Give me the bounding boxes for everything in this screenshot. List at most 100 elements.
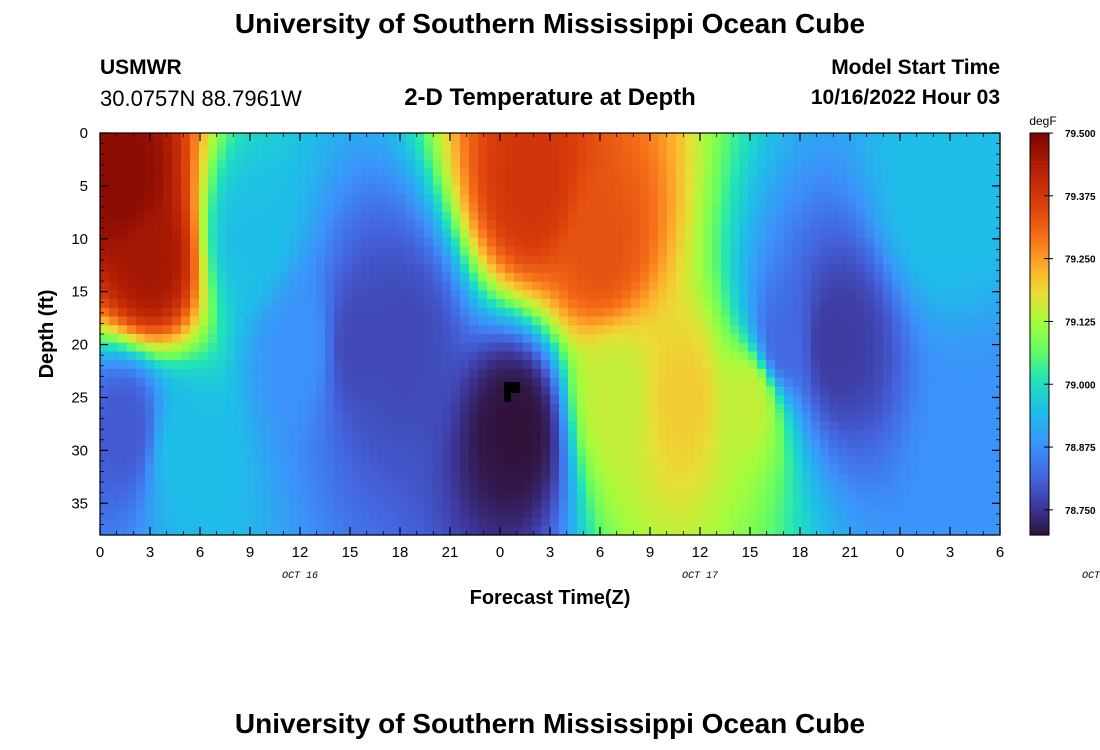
heatmap-cell bbox=[622, 473, 632, 484]
heatmap-cell bbox=[451, 482, 461, 492]
heatmap-cell bbox=[739, 150, 749, 160]
heatmap-cell bbox=[658, 194, 668, 204]
heatmap-cell bbox=[118, 482, 128, 492]
heatmap-cell bbox=[793, 500, 803, 510]
heatmap-cell bbox=[280, 185, 290, 195]
heatmap-cell bbox=[235, 368, 245, 379]
heatmap-cell bbox=[874, 526, 884, 536]
heatmap-cell bbox=[856, 167, 866, 178]
heatmap-cell bbox=[586, 133, 596, 143]
heatmap-cell bbox=[568, 526, 578, 536]
heatmap-cell bbox=[118, 133, 128, 143]
heatmap-cell bbox=[793, 202, 803, 213]
heatmap-cell bbox=[172, 482, 182, 492]
heatmap-cell bbox=[685, 141, 695, 152]
heatmap-cell bbox=[595, 465, 605, 475]
heatmap-cell bbox=[640, 526, 650, 536]
heatmap-cell bbox=[118, 360, 128, 370]
heatmap-cell bbox=[190, 176, 200, 187]
heatmap-cell bbox=[406, 403, 416, 414]
heatmap-cell bbox=[352, 334, 362, 344]
heatmap-cell bbox=[253, 229, 263, 239]
heatmap-cell bbox=[253, 246, 263, 256]
heatmap-cell bbox=[829, 368, 839, 379]
heatmap-cell bbox=[964, 237, 974, 248]
heatmap-cell bbox=[640, 386, 650, 396]
heatmap-cell bbox=[901, 491, 911, 501]
heatmap-cell bbox=[523, 526, 533, 536]
heatmap-cell bbox=[820, 167, 830, 178]
heatmap-cell bbox=[388, 264, 398, 274]
heatmap-cell bbox=[271, 456, 281, 466]
heatmap-cell bbox=[199, 237, 209, 248]
heatmap-cell bbox=[937, 264, 947, 274]
heatmap-cell bbox=[919, 176, 929, 187]
heatmap-cell bbox=[325, 229, 335, 239]
heatmap-cell bbox=[775, 290, 785, 300]
heatmap-cell bbox=[613, 465, 623, 475]
heatmap-cell bbox=[604, 272, 614, 283]
heatmap-cell bbox=[955, 237, 965, 248]
colorbar-band bbox=[1030, 249, 1049, 255]
heatmap-cell bbox=[658, 482, 668, 492]
heatmap-cell bbox=[217, 325, 227, 335]
heatmap-cell bbox=[955, 290, 965, 300]
heatmap-cell bbox=[991, 237, 1001, 248]
heatmap-cell bbox=[712, 473, 722, 484]
heatmap-cell bbox=[901, 316, 911, 326]
heatmap-cell bbox=[118, 167, 128, 178]
heatmap-cell bbox=[676, 395, 686, 405]
heatmap-cell bbox=[172, 438, 182, 449]
heatmap-cell bbox=[946, 150, 956, 160]
heatmap-cell bbox=[262, 386, 272, 396]
heatmap-cell bbox=[829, 133, 839, 143]
heatmap-cell bbox=[478, 185, 488, 195]
heatmap-cell bbox=[109, 403, 119, 414]
heatmap-cell bbox=[217, 307, 227, 318]
heatmap-cell bbox=[910, 316, 920, 326]
heatmap-cell bbox=[775, 176, 785, 187]
heatmap-cell bbox=[919, 438, 929, 449]
heatmap-cell bbox=[784, 491, 794, 501]
heatmap-cell bbox=[973, 159, 983, 169]
heatmap-cell bbox=[352, 517, 362, 527]
heatmap-cell bbox=[712, 220, 722, 230]
heatmap-cell bbox=[757, 133, 767, 143]
heatmap-cell bbox=[226, 334, 236, 344]
heatmap-cell bbox=[235, 299, 245, 309]
heatmap-cell bbox=[316, 456, 326, 466]
heatmap-cell bbox=[451, 412, 461, 422]
heatmap-cell bbox=[172, 237, 182, 248]
heatmap-cell bbox=[388, 377, 398, 388]
heatmap-cell bbox=[559, 325, 569, 335]
heatmap-cell bbox=[532, 508, 542, 519]
heatmap-cell bbox=[640, 220, 650, 230]
heatmap-cell bbox=[955, 220, 965, 230]
heatmap-cell bbox=[730, 430, 740, 440]
heatmap-cell bbox=[748, 290, 758, 300]
heatmap-cell bbox=[613, 508, 623, 519]
heatmap-cell bbox=[757, 447, 767, 457]
heatmap-cell bbox=[136, 517, 146, 527]
heatmap-cell bbox=[532, 351, 542, 361]
heatmap-cell bbox=[424, 299, 434, 309]
heatmap-cell bbox=[712, 272, 722, 283]
heatmap-cell bbox=[514, 500, 524, 510]
heatmap-cell bbox=[739, 141, 749, 152]
heatmap-cell bbox=[100, 133, 110, 143]
heatmap-cell bbox=[235, 237, 245, 248]
heatmap-cell bbox=[370, 272, 380, 283]
heatmap-cell bbox=[712, 430, 722, 440]
heatmap-cell bbox=[460, 220, 470, 230]
heatmap-cell bbox=[604, 264, 614, 274]
heatmap-cell bbox=[703, 133, 713, 143]
heatmap-cell bbox=[964, 342, 974, 353]
heatmap-cell bbox=[451, 325, 461, 335]
heatmap-cell bbox=[109, 482, 119, 492]
heatmap-cell bbox=[775, 386, 785, 396]
heatmap-cell bbox=[802, 272, 812, 283]
heatmap-cell bbox=[415, 447, 425, 457]
heatmap-cell bbox=[766, 342, 776, 353]
heatmap-cell bbox=[145, 360, 155, 370]
heatmap-cell bbox=[856, 526, 866, 536]
